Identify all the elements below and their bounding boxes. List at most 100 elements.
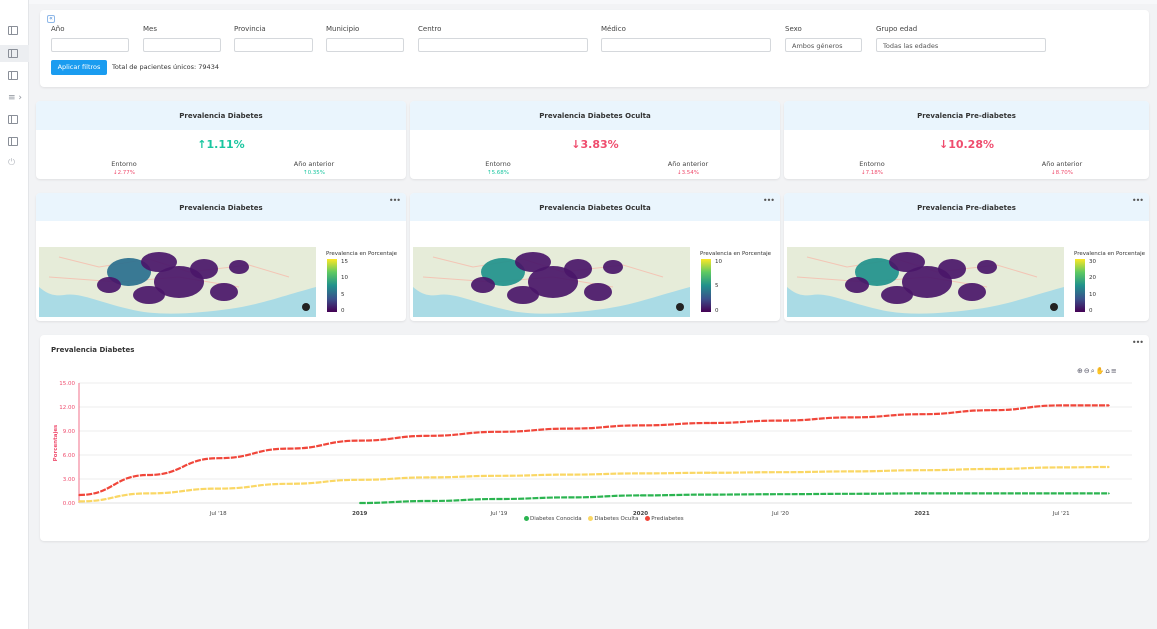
search-zoom-icon[interactable]: ⌕ (1090, 367, 1096, 375)
provincia-select[interactable] (234, 38, 313, 52)
x-tick-label: Jul '19 (490, 511, 508, 517)
series-point (498, 431, 500, 433)
kpi-card-diabetes: Prevalencia Diabetes ↑1.11% Entorno ↓2.7… (36, 101, 406, 179)
series-point (78, 500, 80, 503)
series-point (217, 457, 220, 459)
kpi-entorno-label: Entorno (859, 160, 885, 168)
series-line-0 (359, 492, 1109, 505)
centro-select[interactable] (418, 38, 588, 52)
map-title: Prevalencia Diabetes Oculta (410, 193, 780, 221)
apply-filters-button[interactable]: Aplicar filtros (51, 60, 107, 75)
more-options-icon[interactable]: ••• (1131, 338, 1144, 347)
legend-item-prediabetes[interactable]: Prediabetes (643, 516, 684, 522)
kpi-anterior-label: Año anterior (1041, 160, 1083, 168)
colorbar-tick: 5 (341, 292, 345, 298)
map-card-diabetes-oculta: Prevalencia Diabetes Oculta ••• Prevalen… (410, 193, 780, 321)
kpi-entorno-value: ↓7.18% (860, 170, 884, 176)
colorbar (327, 259, 337, 312)
colorbar-tick: 15 (341, 259, 348, 265)
series-point (779, 493, 782, 495)
home-icon[interactable]: ⌂ (1105, 367, 1111, 375)
series-point (850, 493, 853, 495)
sidebar-menu-icon[interactable]: ≡ › (8, 93, 23, 103)
power-icon[interactable]: ⏻ (8, 158, 16, 168)
series-point (1060, 466, 1063, 469)
sidebar-panel-icon[interactable] (8, 26, 18, 35)
y-tick-label: 9.00 (63, 429, 76, 435)
y-tick-label: 0.00 (63, 501, 76, 507)
filters-panel: « Año Mes Provincia Municipio Centro Méd… (40, 10, 1149, 87)
zoom-out-icon[interactable]: ⊖ (1083, 367, 1091, 375)
medico-select[interactable] (601, 38, 771, 52)
sexo-label: Sexo (785, 25, 802, 33)
medico-label: Médico (601, 25, 626, 33)
arrow-down-icon: ↓ (112, 170, 118, 176)
mes-select[interactable] (143, 38, 221, 52)
sidebar-panel-icon[interactable] (8, 137, 18, 146)
series-point (779, 471, 782, 473)
map-title: Prevalencia Pre-diabetes (784, 193, 1149, 221)
choropleth-map[interactable] (39, 247, 316, 317)
series-point (428, 435, 430, 437)
sexo-select[interactable]: Ambos géneros (785, 38, 862, 52)
series-point (288, 447, 290, 450)
sidebar-panel-icon[interactable] (8, 115, 18, 124)
y-tick-label: 3.00 (63, 477, 76, 483)
municipio-label: Municipio (326, 25, 360, 33)
kpi-title: Prevalencia Diabetes Oculta (410, 101, 780, 130)
series-point (990, 468, 993, 470)
colorbar-tick: 0 (715, 308, 719, 314)
chart-legend: Diabetes Conocida Diabetes Oculta Predia… (522, 516, 687, 522)
legend-item-conocida[interactable]: Diabetes Conocida (522, 516, 582, 522)
zoom-in-icon[interactable]: ⊕ (1077, 367, 1084, 375)
series-point (921, 469, 923, 471)
series-point (921, 413, 923, 415)
more-options-icon[interactable]: ••• (1131, 196, 1144, 205)
collapse-icon[interactable]: « (47, 15, 55, 23)
x-tick-label: Jul '18 (209, 511, 227, 517)
series-point (1108, 492, 1110, 495)
series-point (639, 472, 642, 475)
colorbar-tick: 10 (715, 259, 722, 265)
kpi-anterior-label: Año anterior (667, 160, 709, 168)
arrow-up-icon: ↑ (302, 170, 308, 176)
kpi-anterior-value: ↓8.70% (1050, 170, 1074, 176)
arrow-down-icon: ↓ (571, 138, 581, 151)
map-card-prediabetes: Prevalencia Pre-diabetes ••• Prevalencia… (784, 193, 1149, 321)
series-point (921, 492, 923, 495)
y-tick-label: 6.00 (63, 453, 76, 459)
choropleth-map[interactable] (787, 247, 1064, 317)
sidebar-panel-icon[interactable] (8, 71, 18, 80)
y-axis-title: Porcentajes (53, 424, 59, 461)
more-options-icon[interactable]: ••• (388, 196, 401, 205)
series-point (568, 473, 571, 476)
choropleth-map[interactable] (413, 247, 690, 317)
line-chart[interactable]: 0.00 3.00 6.00 9.00 12.00 15.00 Porcentajes Jul… (40, 335, 1149, 541)
colorbar-title: Prevalencia en Porcentaje (700, 251, 772, 257)
series-point (568, 427, 571, 430)
menu-icon[interactable]: ≡ (1110, 367, 1118, 375)
kpi-anterior-value: ↓3.54% (676, 170, 700, 176)
x-tick-label: 2019 (352, 511, 367, 517)
grupo-edad-select[interactable]: Todas las edades (876, 38, 1046, 52)
legend-item-oculta[interactable]: Diabetes Oculta (586, 516, 638, 522)
legend-dot-icon (524, 516, 529, 521)
kpi-entorno-value: ↑5.68% (486, 170, 510, 176)
pan-hand-icon[interactable]: ✋ (1095, 367, 1106, 375)
legend-dot-icon (645, 516, 651, 521)
arrow-up-icon: ↑ (197, 138, 207, 151)
series-point (1108, 404, 1110, 407)
anio-select[interactable] (51, 38, 129, 52)
line-chart-title: Prevalencia Diabetes (51, 346, 135, 354)
more-options-icon[interactable]: ••• (762, 196, 775, 205)
series-point (639, 494, 642, 497)
x-tick-label: 2021 (914, 511, 929, 517)
municipio-select[interactable] (326, 38, 404, 52)
kpi-entorno-value: ↓2.77% (112, 170, 136, 176)
sidebar-active-highlight (0, 45, 29, 62)
anio-label: Año (51, 25, 65, 33)
arrow-down-icon: ↓ (1050, 170, 1056, 176)
y-tick-label: 15.00 (59, 381, 75, 387)
sidebar-panel-icon[interactable] (8, 49, 18, 58)
colorbar-tick: 10 (341, 275, 348, 281)
